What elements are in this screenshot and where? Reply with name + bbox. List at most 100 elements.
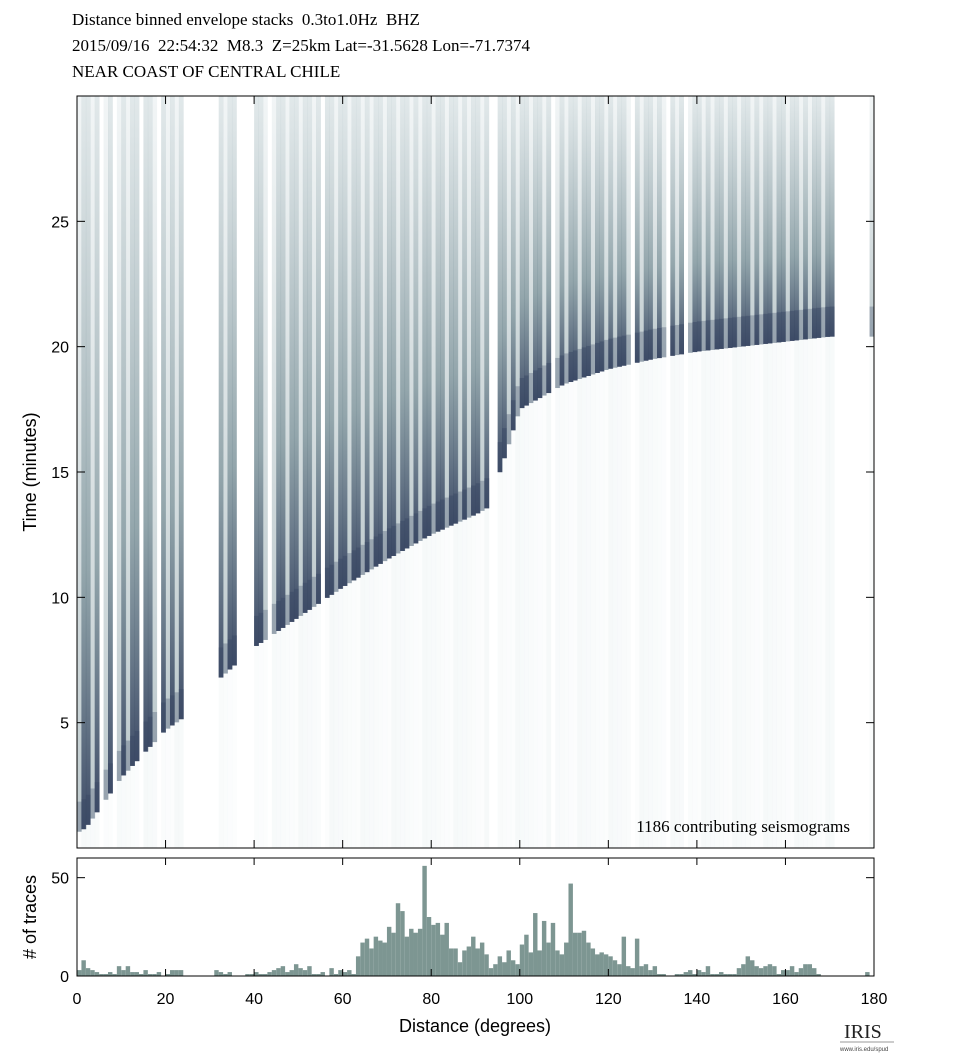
noise-column bbox=[404, 548, 410, 848]
noise-column bbox=[595, 372, 600, 848]
noise-column bbox=[612, 367, 618, 848]
envelope-column bbox=[103, 96, 109, 800]
histogram-bar bbox=[364, 938, 370, 976]
noise-column bbox=[386, 558, 392, 848]
noise-column bbox=[621, 365, 627, 848]
arrival-band bbox=[143, 721, 149, 752]
noise-column bbox=[258, 642, 264, 848]
arrival-band bbox=[621, 335, 627, 366]
arrival-band bbox=[404, 518, 410, 549]
envelope-column bbox=[510, 96, 516, 431]
noise-column bbox=[559, 385, 565, 848]
histogram-bar bbox=[750, 960, 755, 976]
noise-column bbox=[524, 405, 530, 848]
arrival-band bbox=[528, 372, 534, 404]
noise-column bbox=[581, 377, 587, 848]
histogram-bar bbox=[865, 972, 870, 976]
noise-column bbox=[409, 545, 414, 848]
histogram-bar bbox=[316, 974, 321, 976]
event-info: 2015/09/16 22:54:32 M8.3 Z=25km Lat=-31.… bbox=[72, 36, 530, 55]
y-tick-label: 50 bbox=[51, 871, 69, 888]
noise-column bbox=[85, 824, 91, 848]
envelope-column bbox=[479, 96, 485, 511]
histogram-bar bbox=[754, 966, 759, 976]
envelope-column bbox=[745, 96, 751, 346]
histogram-bar bbox=[276, 968, 281, 976]
envelope-column bbox=[152, 96, 158, 743]
envelope-column bbox=[634, 96, 640, 363]
arrival-band bbox=[223, 643, 228, 674]
noise-column bbox=[311, 606, 317, 848]
arrival-band bbox=[732, 317, 738, 348]
histogram-bar bbox=[466, 946, 472, 976]
histogram-bar bbox=[679, 974, 684, 976]
envelope-column bbox=[599, 96, 605, 372]
noise-column bbox=[165, 728, 171, 848]
noise-column bbox=[378, 563, 383, 848]
arrival-band bbox=[378, 533, 383, 564]
envelope-column bbox=[254, 96, 259, 646]
noise-column bbox=[710, 349, 715, 848]
arrival-band bbox=[572, 350, 578, 381]
noise-column bbox=[426, 535, 432, 848]
histogram-bar bbox=[227, 972, 232, 976]
noise-column bbox=[125, 770, 131, 848]
arrival-band bbox=[785, 311, 791, 342]
envelope-column bbox=[298, 96, 304, 616]
arrival-band bbox=[276, 600, 282, 631]
histogram-bar bbox=[81, 960, 86, 976]
histogram-bar bbox=[546, 942, 551, 976]
noise-column bbox=[351, 580, 357, 848]
noise-column bbox=[568, 382, 574, 848]
arrival-band bbox=[803, 309, 808, 340]
envelope-column bbox=[572, 96, 578, 381]
envelope-column bbox=[107, 96, 113, 794]
envelope-column bbox=[825, 96, 831, 337]
histogram-bar bbox=[568, 883, 573, 976]
noise-column bbox=[147, 746, 153, 848]
histogram-bar bbox=[156, 972, 162, 976]
noise-column bbox=[519, 408, 525, 848]
histogram-bar bbox=[404, 936, 410, 976]
histogram-bar bbox=[719, 972, 724, 976]
histogram-bar bbox=[462, 950, 467, 976]
histogram-bar bbox=[125, 966, 131, 976]
envelope-column bbox=[262, 96, 268, 640]
arrival-band bbox=[311, 576, 317, 607]
arrival-band bbox=[564, 353, 569, 384]
histogram-bar bbox=[77, 970, 82, 976]
noise-column bbox=[373, 566, 379, 848]
histogram-bar bbox=[298, 968, 303, 976]
envelope-column bbox=[484, 96, 490, 509]
histogram-bar bbox=[134, 972, 139, 976]
histogram-bar bbox=[533, 913, 538, 976]
histogram-bar bbox=[426, 917, 432, 976]
arrival-band bbox=[767, 313, 773, 344]
arrival-band bbox=[444, 497, 450, 528]
noise-column bbox=[435, 531, 441, 848]
arrival-band bbox=[307, 579, 313, 610]
arrival-band bbox=[634, 332, 640, 363]
histogram-bar bbox=[169, 970, 175, 976]
envelope-column bbox=[608, 96, 614, 369]
noise-column bbox=[333, 591, 339, 848]
x-tick-label: 40 bbox=[245, 991, 263, 1008]
envelope-column bbox=[741, 96, 746, 347]
x-tick-label: 60 bbox=[334, 991, 352, 1008]
arrival-band bbox=[448, 495, 454, 526]
histogram-bar bbox=[803, 964, 808, 976]
arrival-band bbox=[471, 485, 476, 516]
arrival-band bbox=[90, 788, 96, 819]
envelope-column bbox=[475, 96, 481, 514]
histogram-bar bbox=[85, 968, 91, 976]
arrival-band bbox=[302, 582, 308, 613]
y-axis-title-traces: # of traces bbox=[20, 875, 40, 959]
arrival-band bbox=[710, 319, 715, 350]
histogram-bar bbox=[812, 968, 817, 976]
histogram-bar bbox=[595, 954, 600, 976]
histogram-bar bbox=[621, 936, 627, 976]
histogram-bar bbox=[497, 956, 503, 976]
histogram-bar bbox=[714, 974, 720, 976]
histogram-bar bbox=[550, 922, 556, 976]
noise-column bbox=[533, 400, 538, 848]
